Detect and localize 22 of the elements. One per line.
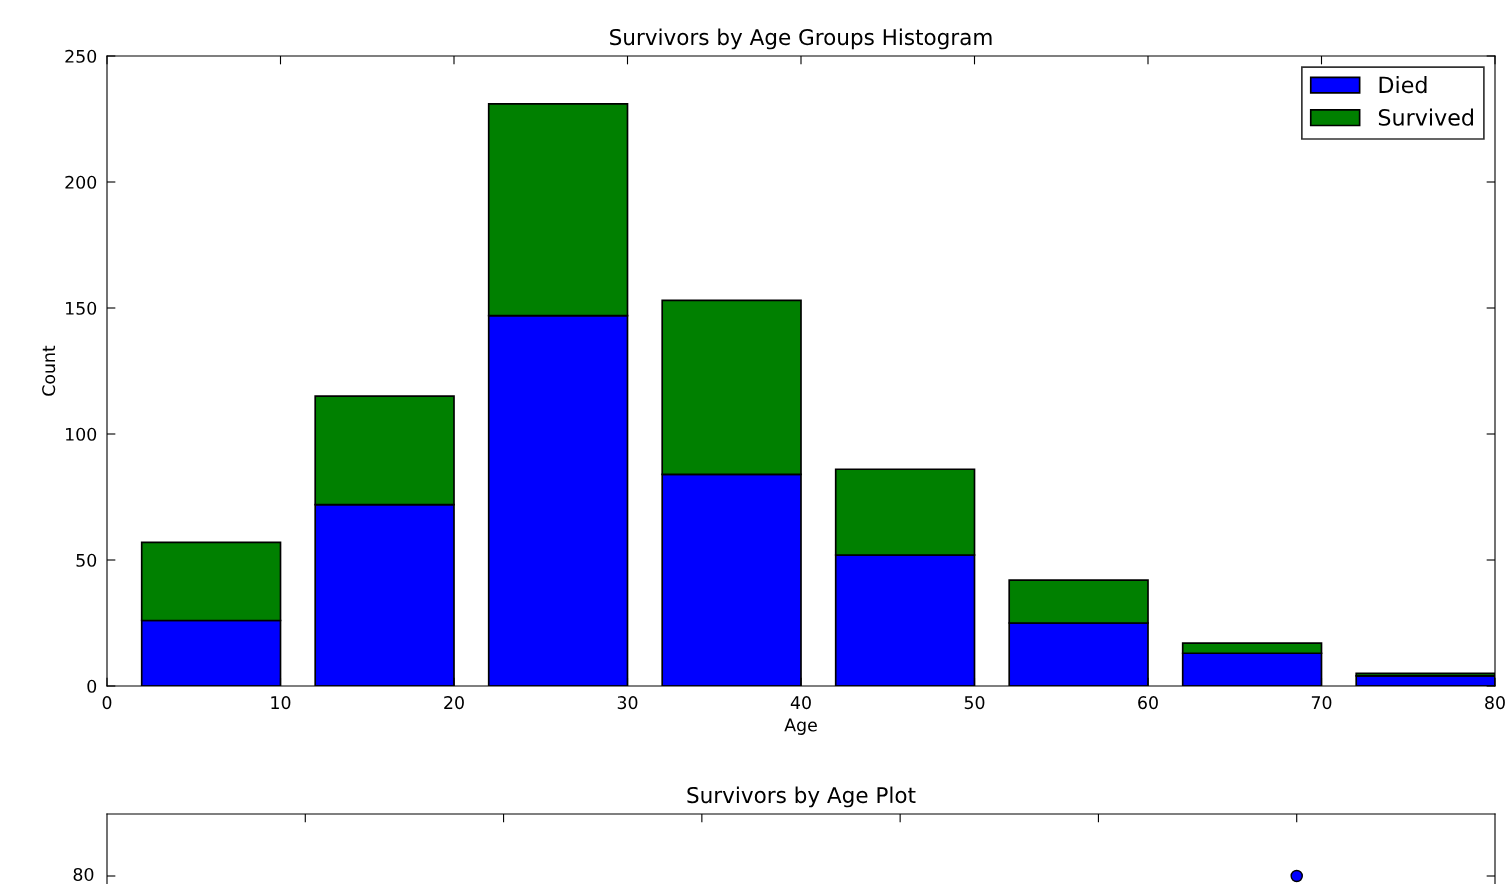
x-tick-label: 10 xyxy=(271,696,291,710)
y-tick-label: 0 xyxy=(87,679,97,693)
y-tick-label: 100 xyxy=(66,427,97,441)
text: 80 xyxy=(73,867,94,882)
x-tick-label: 30 xyxy=(617,696,638,710)
y-tick-label: 200 xyxy=(65,175,97,189)
x-tick-label: 20 xyxy=(444,696,464,710)
y-tick-label: 250 xyxy=(65,49,97,63)
x-tick-label: 80 xyxy=(1485,696,1505,710)
legend-label: Survived xyxy=(1378,108,1473,126)
legend-label: Died xyxy=(1379,76,1427,94)
text: Survivors by Age Plot xyxy=(687,786,916,808)
x-tick-label: 60 xyxy=(1138,696,1158,710)
x-tick-label: 0 xyxy=(102,696,112,710)
x-axis-title: Age xyxy=(784,718,817,735)
chart-title: Survivors by Age Groups Histogram xyxy=(610,28,992,50)
y-tick-label: 50 xyxy=(76,553,97,567)
y-axis-title: Count xyxy=(42,345,56,396)
x-tick-label: 70 xyxy=(1311,696,1332,710)
x-tick-label: 50 xyxy=(964,696,985,710)
x-tick-label: 40 xyxy=(790,696,811,710)
y-tick-label: 150 xyxy=(66,301,97,315)
